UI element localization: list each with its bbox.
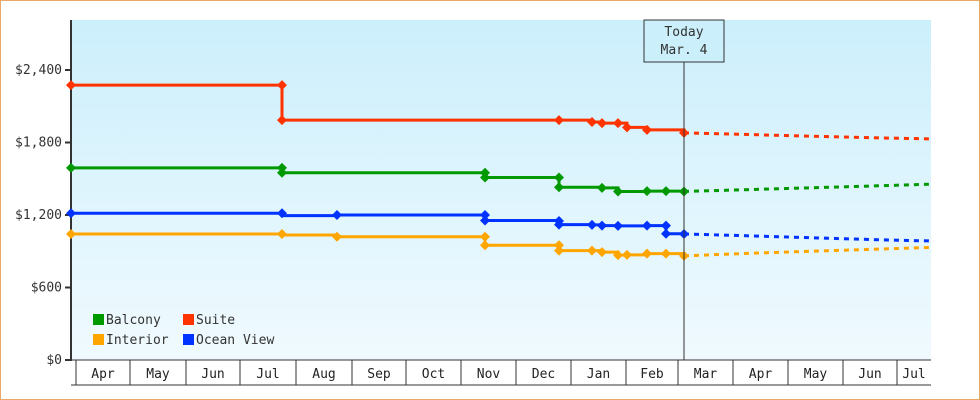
legend-swatch [183, 334, 194, 345]
y-tick-label: $0 [46, 353, 62, 368]
data-point[interactable] [480, 172, 490, 183]
data-point[interactable] [613, 220, 623, 231]
x-axis: Apr May Jun Jul Aug Sep Oct Nov Dec Jan Feb Mar Apr M… [71, 359, 931, 386]
series-balcony [66, 162, 932, 197]
data-point[interactable] [332, 231, 342, 242]
x-month-label: Jul [902, 367, 925, 382]
data-point[interactable] [613, 186, 623, 197]
data-point[interactable] [66, 208, 76, 219]
data-point[interactable] [642, 186, 652, 197]
legend-item-interior[interactable]: Interior [93, 333, 169, 348]
series-interior [66, 228, 932, 261]
y-tick-label: $600 [31, 281, 62, 296]
legend-swatch [183, 314, 194, 325]
y-tick-label: $2,400 [15, 63, 62, 78]
data-point[interactable] [613, 118, 623, 129]
data-point[interactable] [622, 249, 632, 260]
today-marker: Today Mar. 4 [643, 19, 725, 360]
data-point[interactable] [66, 228, 76, 239]
data-point[interactable] [597, 220, 607, 231]
data-point[interactable] [661, 228, 671, 239]
data-point[interactable] [554, 240, 564, 251]
data-point[interactable] [597, 118, 607, 129]
legend-item-balcony[interactable]: Balcony [93, 313, 161, 328]
y-tick-label: $1,200 [15, 208, 62, 223]
x-month-label: Sep [367, 367, 391, 382]
data-point[interactable] [277, 228, 287, 239]
data-point[interactable] [597, 247, 607, 258]
x-month-label: May [146, 367, 170, 382]
data-point[interactable] [66, 80, 76, 91]
x-month-label: Oct [422, 367, 445, 382]
data-point[interactable] [480, 240, 490, 251]
data-point[interactable] [277, 80, 287, 91]
legend-label: Balcony [106, 313, 161, 328]
today-label: Today [664, 25, 703, 40]
legend-item-ocean-view[interactable]: Ocean View [183, 333, 274, 348]
data-point[interactable] [613, 250, 623, 261]
legend-item-suite[interactable]: Suite [183, 313, 235, 328]
x-month-label: Mar [694, 367, 718, 382]
data-point[interactable] [554, 115, 564, 126]
data-point[interactable] [554, 219, 564, 230]
y-tick-label: $1,800 [15, 136, 62, 151]
series-lines [66, 80, 932, 261]
data-point[interactable] [554, 182, 564, 193]
data-point[interactable] [661, 248, 671, 259]
data-point[interactable] [661, 186, 671, 197]
data-point[interactable] [587, 219, 597, 230]
data-point[interactable] [480, 231, 490, 242]
legend-label: Ocean View [196, 333, 274, 348]
series-ocean-view [66, 208, 932, 243]
x-month-label: Dec [532, 367, 555, 382]
legend-swatch [93, 314, 104, 325]
x-month-label: Jun [858, 367, 881, 382]
today-label-box [643, 19, 725, 63]
data-point[interactable] [587, 116, 597, 127]
data-point[interactable] [277, 167, 287, 178]
x-month-label: Aug [312, 367, 335, 382]
data-point[interactable] [642, 248, 652, 259]
data-point[interactable] [554, 172, 564, 183]
y-axis: $0 $600 $1,200 $1,800 $2,400 [15, 20, 72, 368]
legend: Balcony Suite Interior Ocean View [93, 313, 274, 348]
legend-label: Interior [106, 333, 169, 348]
data-point[interactable] [277, 208, 287, 219]
data-point[interactable] [622, 122, 632, 133]
data-point[interactable] [480, 210, 490, 220]
legend-label: Suite [196, 313, 235, 328]
series-suite [66, 80, 932, 141]
x-month-label: Jun [201, 367, 224, 382]
data-point[interactable] [554, 245, 564, 256]
data-point[interactable] [480, 215, 490, 226]
x-month-label: Jul [256, 367, 279, 382]
data-point[interactable] [332, 210, 342, 220]
data-point[interactable] [597, 182, 607, 193]
plot-area [71, 20, 931, 360]
x-month-label: Apr [749, 367, 773, 382]
today-date: Mar. 4 [661, 43, 708, 58]
data-point[interactable] [587, 245, 597, 256]
data-point[interactable] [66, 162, 76, 173]
data-point[interactable] [277, 115, 287, 126]
data-point[interactable] [642, 124, 652, 135]
legend-swatch [93, 334, 104, 345]
x-month-label: Nov [477, 367, 501, 382]
data-point[interactable] [642, 220, 652, 231]
x-month-label: Feb [640, 367, 664, 382]
x-month-label: May [804, 367, 828, 382]
x-month-label: Apr [91, 367, 115, 382]
data-point[interactable] [661, 220, 671, 231]
x-month-label: Jan [587, 367, 610, 382]
